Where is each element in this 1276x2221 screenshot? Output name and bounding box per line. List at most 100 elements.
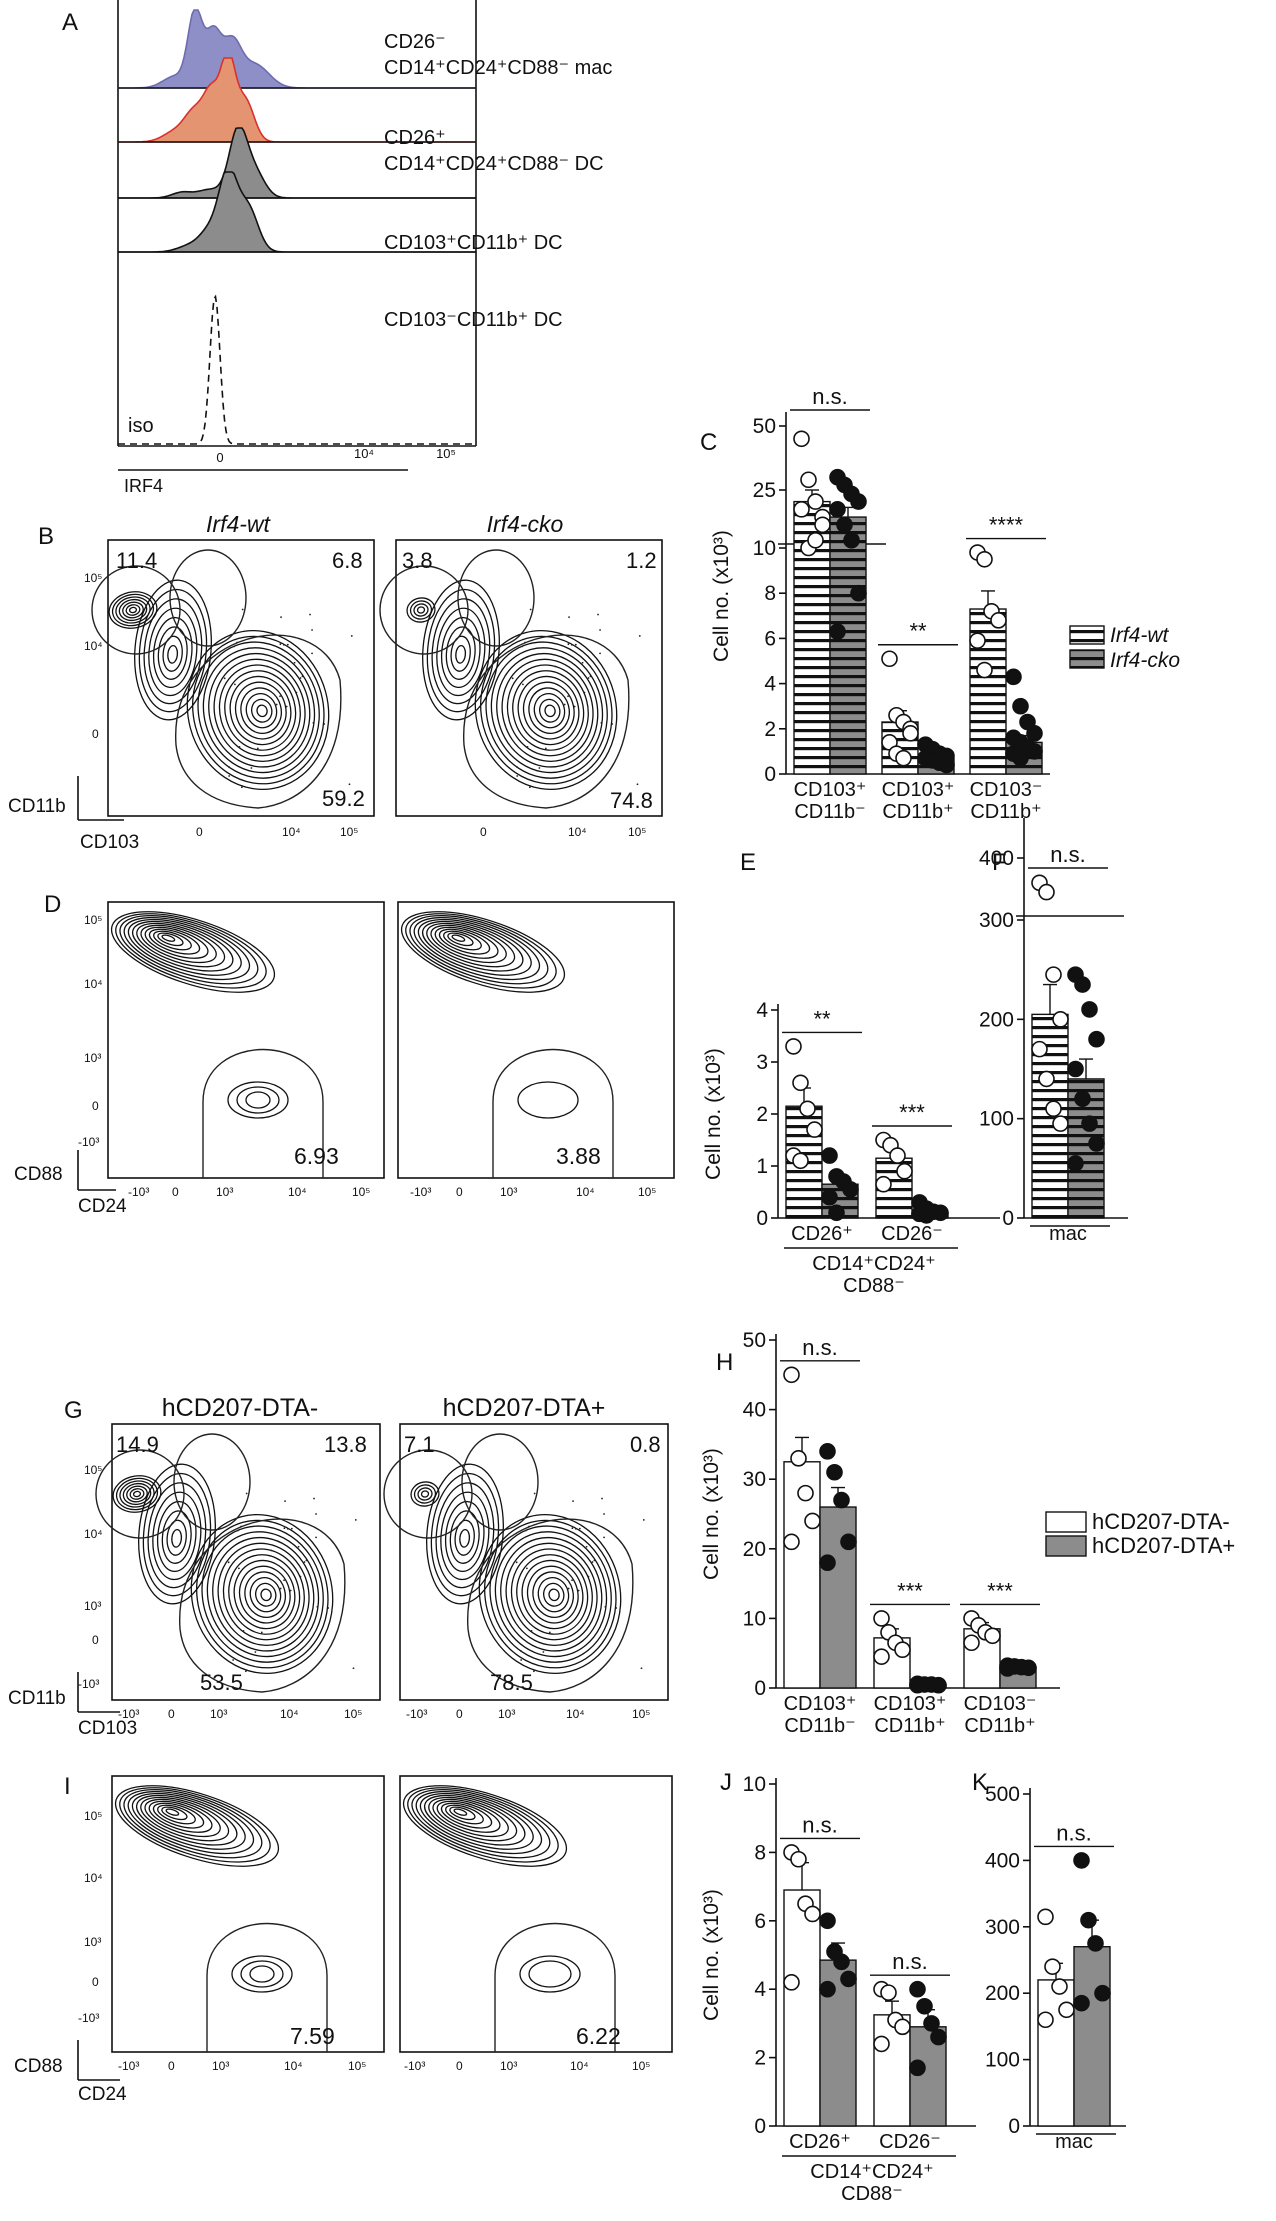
g2-gate-tr: [461, 1433, 539, 1531]
g1-contour-0-9: [238, 1565, 291, 1624]
d-ytick-2: 10⁴: [84, 977, 103, 991]
b1-contour-2-6: [128, 606, 138, 614]
y-tick-label-2: 200: [985, 1982, 1020, 2005]
data-point-1-1-1: [916, 1998, 933, 2015]
b1-contour-0-5: [213, 658, 306, 762]
i-x-label: CD24: [78, 2084, 127, 2105]
irf4-tick-1: 10⁴: [354, 446, 374, 461]
track-4-label: CD103⁻CD11b⁺ DC: [384, 309, 563, 331]
i1-contour-0-4: [131, 1792, 246, 1850]
b2-event-4: [587, 677, 590, 679]
b2-xtick-2: 10⁴: [568, 825, 587, 839]
b1-contour-2-0: [108, 591, 158, 629]
b-xtick-1: 0: [196, 825, 203, 839]
irf4-tick-0: 0: [216, 450, 223, 465]
g2-contour-1-2: [435, 1482, 495, 1589]
data-point-0-1-3: [840, 1970, 857, 1988]
b2-contour-2-2: [413, 603, 429, 617]
g2-contour-0-3: [494, 1531, 608, 1658]
g2-gate-tl: [383, 1449, 473, 1539]
y-tick-label-2: 4: [754, 1978, 766, 2001]
g2-q-br: 78.5: [490, 1670, 533, 1695]
track-2-line1: CD26⁺: [384, 127, 446, 149]
data-point-0-1-0: [1073, 1852, 1090, 1869]
g2-contour-2-3: [420, 1490, 430, 1498]
b2-event-26: [524, 641, 526, 644]
g2-event-2: [571, 1579, 573, 1582]
g1-event-29: [316, 1606, 319, 1608]
g1-event-26: [240, 1525, 242, 1528]
g2-event-27: [572, 1500, 574, 1503]
g1-event-11: [352, 1667, 355, 1670]
d1-inner-contour-1: [236, 1086, 280, 1114]
category-label-1-0: CD26⁻: [881, 1223, 943, 1245]
b1-event-13: [350, 635, 353, 637]
i-ytick-1: 10⁵: [84, 1809, 102, 1823]
data-point-2-0-3: [984, 1627, 1001, 1645]
track-3-label: CD103⁺CD11b⁺ DC: [384, 232, 563, 254]
data-point-0-1-3: [850, 493, 867, 510]
b1-event-2: [279, 695, 281, 698]
data-point-0-1-4: [1067, 1060, 1084, 1078]
g-ytick-4: 0: [92, 1633, 99, 1647]
data-point-2-1-0: [1005, 668, 1022, 686]
b1-event-4: [299, 677, 302, 679]
y-tick-label-0: 0: [754, 1677, 766, 1700]
g1-event-10: [245, 1492, 248, 1495]
y-tick-label-5: 10: [743, 1773, 766, 1796]
y-tick-label-3: 3: [756, 1051, 768, 1074]
plot-g2-title: hCD207-DTA+: [443, 1394, 606, 1422]
b2-event-5: [544, 747, 547, 750]
i2-contour-0-8: [436, 1800, 501, 1833]
data-point-1-1-7: [938, 756, 955, 774]
d2-xtick-5: 10⁵: [638, 1185, 656, 1199]
data-point-0-1-3: [840, 1533, 857, 1551]
b1-event-17: [279, 643, 282, 646]
g2-event-1: [525, 1529, 528, 1532]
y-tick-label-3: 6: [764, 627, 776, 650]
bar-chart-e: 0 1 2 3 4 E Cell no. (x10³) ** CD26⁺ *** CD26⁻ CD14…: [702, 849, 1000, 1297]
g1-contour-0-13: [260, 1588, 272, 1602]
data-point-1-1-3: [930, 2028, 947, 2046]
i1-contour-0-1: [119, 1787, 271, 1863]
i1-contour-0-0: [114, 1785, 280, 1867]
b2-event-3: [516, 766, 518, 768]
plot-g1-contours: [95, 1433, 357, 1693]
g2-contour-0-6: [510, 1548, 593, 1641]
significance-label-1: **: [909, 619, 927, 644]
category-label-0-0: CD103⁺: [784, 1693, 857, 1715]
y-tick-label-1: 2: [754, 2047, 766, 2070]
y-tick-label-7: 50: [753, 415, 776, 438]
d2-xtick-2: 0: [456, 1185, 463, 1199]
g1-event-12: [238, 1567, 240, 1570]
b-xtick-3: 10⁵: [340, 825, 358, 839]
category-label-0-0: CD26⁺: [789, 2131, 851, 2153]
i2-contour-0-12: [453, 1808, 468, 1816]
data-point-0-0-4: [1037, 2011, 1054, 2029]
b1-contour-0-7: [224, 670, 297, 751]
d1-contour-0-10: [153, 930, 192, 951]
plot-d2-frame: [397, 901, 675, 1179]
d1-contour-0-6: [136, 922, 226, 968]
g2-event-17: [571, 1527, 574, 1530]
g1-contour-1-5: [161, 1510, 192, 1564]
g2-event-4: [591, 1561, 594, 1563]
d2-contour-0-12: [451, 934, 466, 942]
category-label-1-0: CD103⁺: [874, 1693, 947, 1715]
irf4-axis-label: IRF4: [124, 476, 163, 496]
y-tick-label-5: 50: [743, 1329, 766, 1352]
g2-contour-1-5: [449, 1510, 480, 1564]
b-xtick-2: 10⁴: [282, 825, 301, 839]
data-point-0-0-3: [1052, 1011, 1069, 1028]
significance-label-1: ***: [897, 1578, 923, 1603]
category-label-0-0: mac: [1049, 1223, 1087, 1245]
significance-label-0: n.s.: [802, 1812, 837, 1837]
category-label-0-0: mac: [1055, 2131, 1093, 2153]
i1-contour-0-8: [148, 1800, 213, 1833]
b1-event-1: [233, 645, 236, 648]
d1-contour-0-5: [131, 920, 234, 972]
d2-xtick-1: -10³: [410, 1185, 431, 1199]
g2-event-3: [520, 1650, 522, 1652]
b1-event-20: [266, 665, 269, 668]
